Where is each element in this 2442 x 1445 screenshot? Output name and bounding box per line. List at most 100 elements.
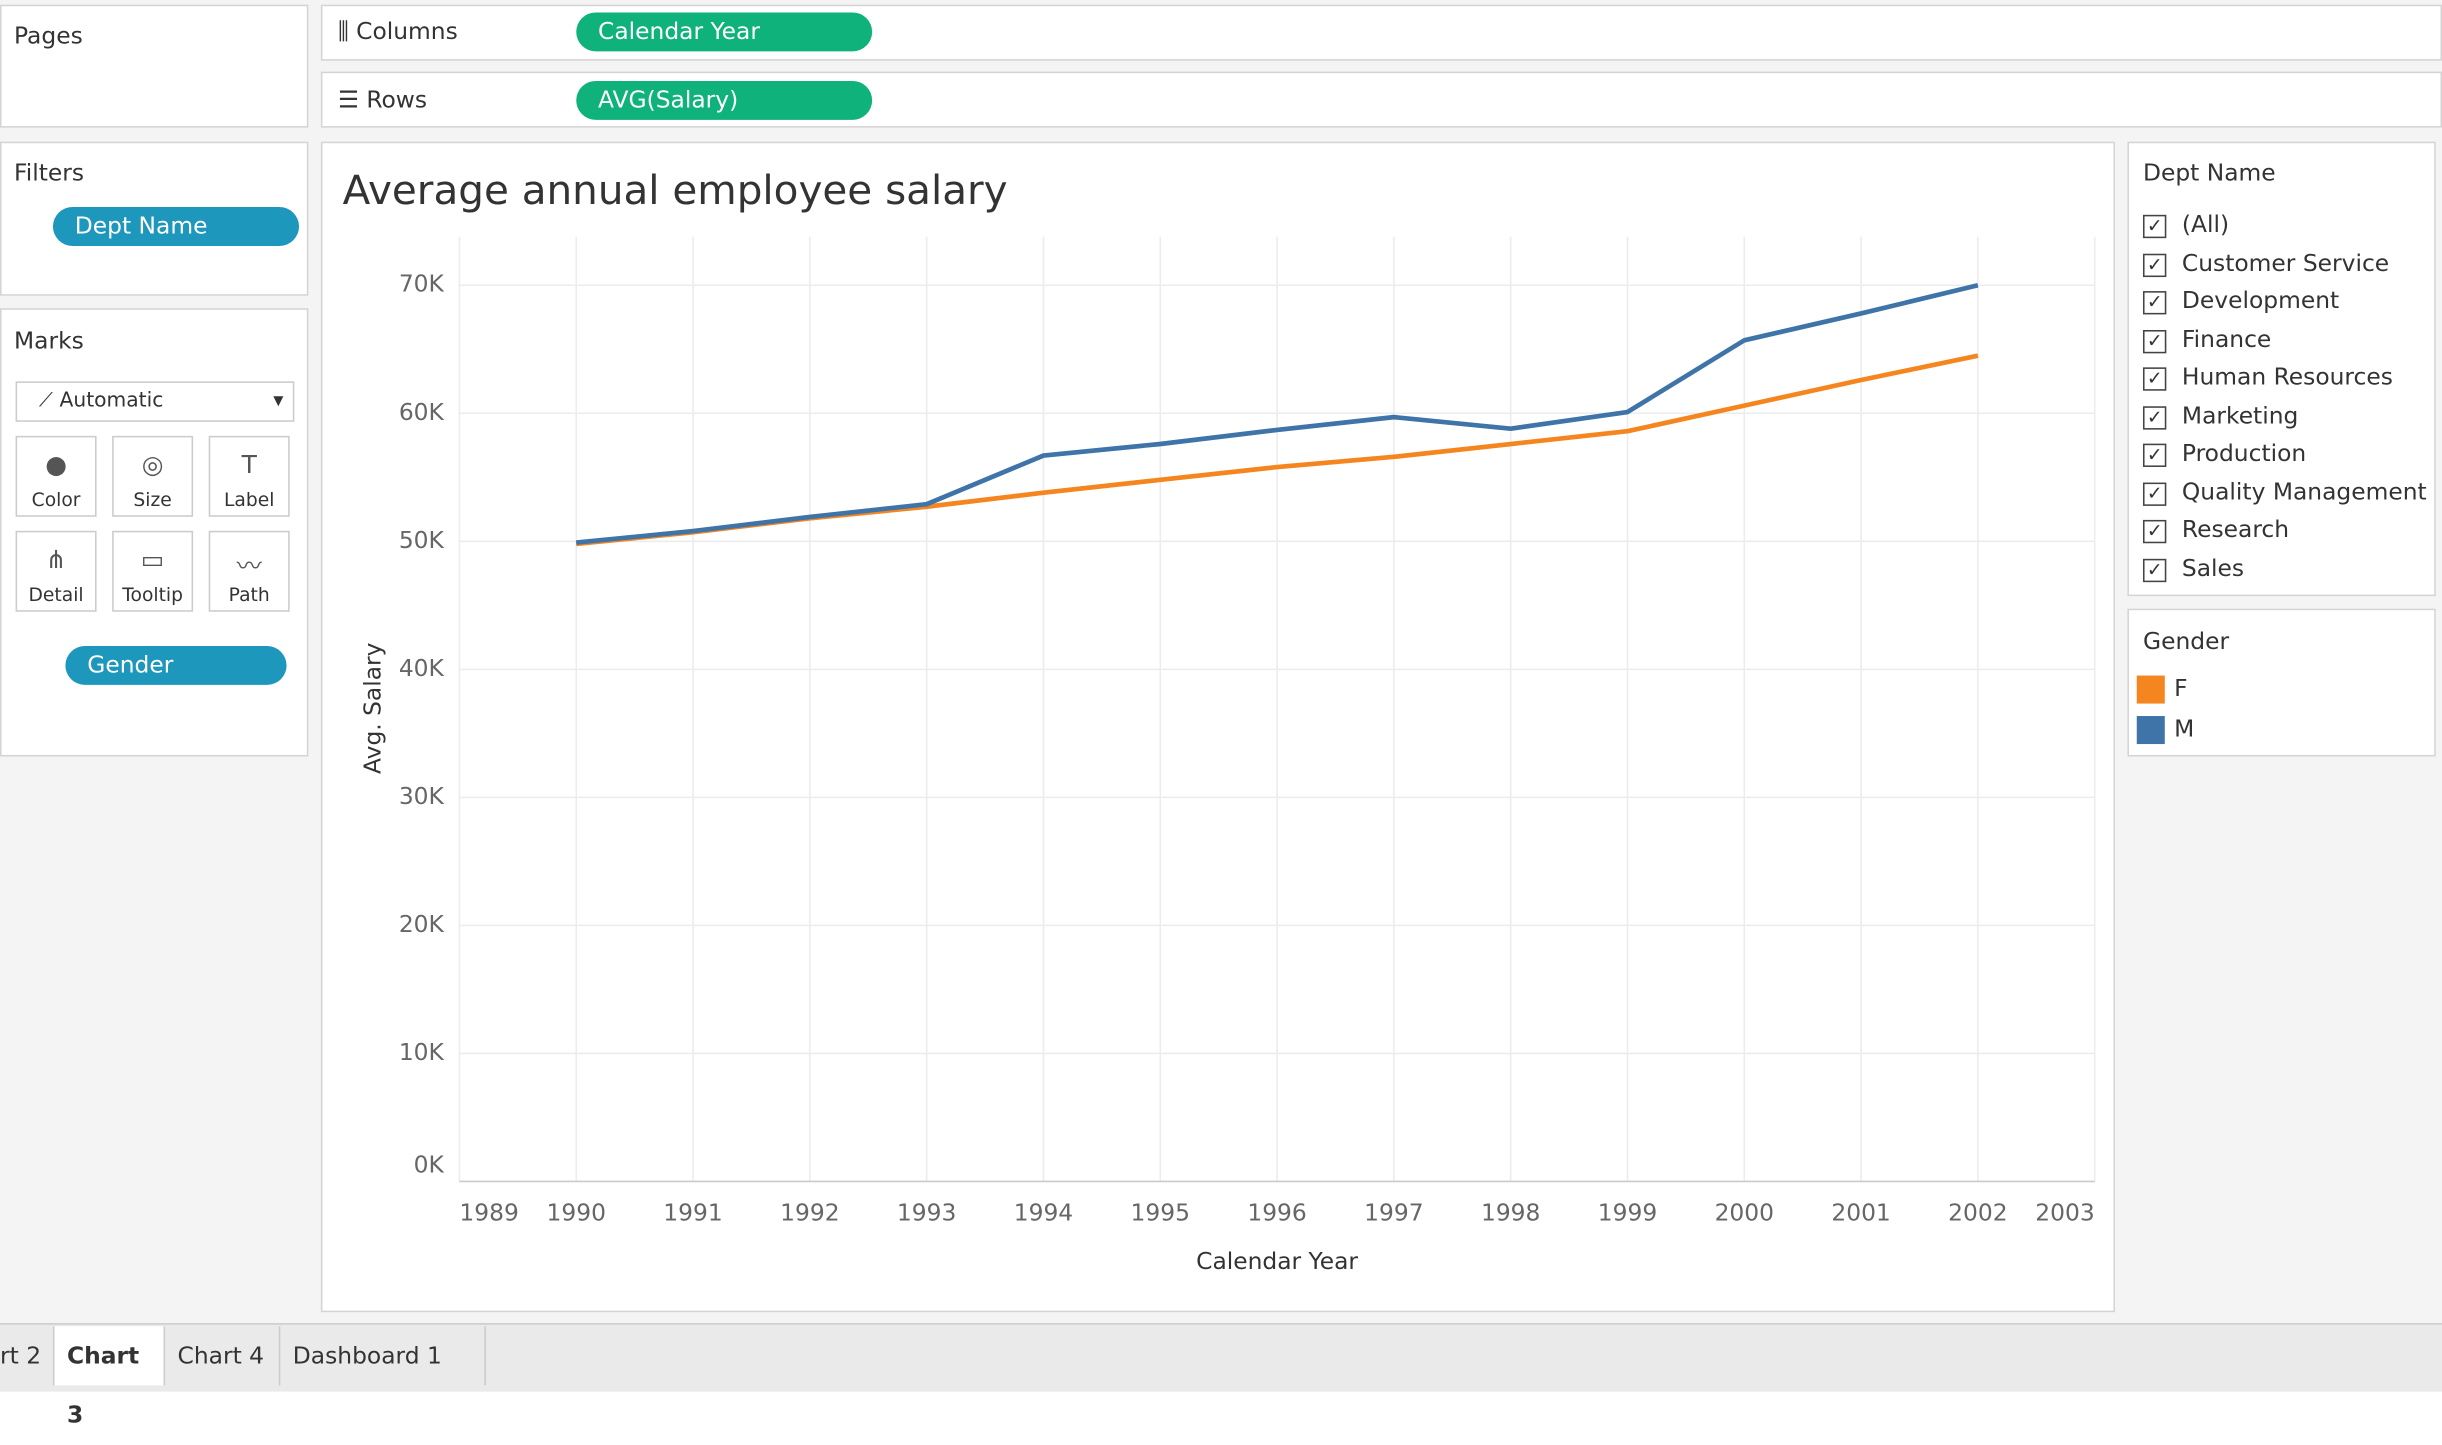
dept-item: Development bbox=[2181, 286, 2340, 315]
checkbox[interactable]: ✓ bbox=[2142, 405, 2167, 429]
legend-swatch bbox=[2136, 675, 2165, 704]
legend-label: F bbox=[2174, 674, 2188, 703]
x-tick-label: 2002 bbox=[1948, 1199, 2007, 1227]
legend-label: M bbox=[2174, 714, 2195, 743]
x-tick-label: 2001 bbox=[1831, 1199, 1890, 1227]
y-tick-label: 10K bbox=[399, 1038, 445, 1066]
tab-bar bbox=[0, 1323, 2442, 1392]
columns-shelf: ⫼ Columns Calendar Year bbox=[320, 4, 2442, 61]
columns-text: Columns bbox=[356, 17, 458, 46]
checkbox[interactable]: ✓ bbox=[2142, 558, 2167, 582]
checkbox[interactable]: ✓ bbox=[2142, 481, 2167, 506]
mark-button[interactable]: ⋔ Detail bbox=[15, 530, 97, 612]
filters-title: Filters bbox=[14, 158, 85, 187]
dept-filter-title: Dept Name bbox=[2142, 158, 2276, 187]
mark-type-dropdown[interactable]: ⟋ Automatic ▾ bbox=[15, 381, 295, 422]
dept-item: Research bbox=[2181, 515, 2290, 544]
checkbox[interactable]: ✓ bbox=[2142, 291, 2167, 315]
rows-label: ☰ Rows bbox=[337, 85, 428, 114]
x-tick-label: 1989 bbox=[459, 1199, 518, 1227]
columns-label: ⫼ Columns bbox=[337, 17, 458, 46]
mark-icon: ⋔ bbox=[45, 544, 67, 575]
x-tick-label: 1990 bbox=[547, 1199, 606, 1227]
sheet-tab[interactable]: rt 2 bbox=[0, 1326, 55, 1386]
x-tick-label: 1993 bbox=[897, 1199, 956, 1227]
pages-shelf: Pages bbox=[0, 4, 309, 128]
dept-item: Customer Service bbox=[2181, 248, 2390, 277]
dept-item: Quality Management bbox=[2181, 477, 2427, 506]
mark-button-label: Label bbox=[223, 488, 275, 511]
x-tick-label: 1999 bbox=[1598, 1199, 1657, 1227]
mark-button[interactable]: ▭ Tooltip bbox=[112, 530, 194, 612]
mark-button[interactable]: 〰 Path bbox=[208, 530, 290, 612]
legend-swatch bbox=[2136, 716, 2165, 745]
dept-filter-card: Dept Name ✓ (All) ✓ Customer Service ✓ Develo… bbox=[2127, 141, 2436, 597]
mark-button-label: Tooltip bbox=[122, 583, 183, 606]
mark-button[interactable]: ◎ Size bbox=[112, 435, 194, 517]
x-tick-label: 1997 bbox=[1364, 1199, 1423, 1227]
x-tick-label: 1996 bbox=[1247, 1199, 1306, 1227]
y-tick-label: 20K bbox=[399, 910, 445, 938]
y-tick-label: 70K bbox=[399, 270, 445, 298]
checkbox[interactable]: ✓ bbox=[2142, 367, 2167, 391]
series-line bbox=[576, 282, 1979, 545]
rows-text: Rows bbox=[366, 85, 428, 114]
mark-button[interactable]: T Label bbox=[208, 435, 290, 517]
x-tick-label: 2003 bbox=[2035, 1199, 2094, 1227]
y-tick-label: 60K bbox=[399, 398, 445, 426]
dept-item: Sales bbox=[2181, 553, 2245, 582]
x-tick-label: 1991 bbox=[663, 1199, 722, 1227]
pages-label: Pages bbox=[14, 21, 83, 50]
marks-card: Marks ⟋ Automatic ▾ ● Color ◎ Size T Label ⋔ Det… bbox=[0, 308, 309, 757]
checkbox[interactable]: ✓ bbox=[2142, 519, 2167, 544]
y-tick-label: 40K bbox=[399, 654, 445, 682]
filters-card: Filters Dept Name bbox=[0, 141, 309, 296]
chart: Average annual employee salary Calendar … bbox=[343, 166, 2096, 1275]
mark-icon: ▭ bbox=[140, 544, 165, 575]
mark-icon: ◎ bbox=[141, 449, 164, 480]
dept-item: Marketing bbox=[2181, 400, 2299, 429]
filter-pill[interactable]: Dept Name bbox=[52, 207, 300, 246]
dropdown-arrow: ▾ bbox=[273, 389, 284, 413]
x-tick-label: 1998 bbox=[1481, 1199, 1540, 1227]
x-axis-label: Calendar Year bbox=[1196, 1247, 1358, 1275]
y-tick-label: 0K bbox=[414, 1150, 445, 1178]
x-tick-label: 1992 bbox=[780, 1199, 839, 1227]
chart-card bbox=[320, 141, 2115, 1313]
mark-icon: 〰 bbox=[236, 551, 262, 581]
rows-shelf: ☰ Rows AVG(Salary) bbox=[320, 71, 2442, 128]
mark-icon: T bbox=[241, 449, 257, 480]
checkbox[interactable]: ✓ bbox=[2142, 252, 2167, 277]
chart-title: Average annual employee salary bbox=[343, 166, 1008, 214]
sheet-tab[interactable]: Chart 4 bbox=[165, 1326, 281, 1386]
mark-type: Automatic bbox=[59, 389, 164, 413]
dept-item: Finance bbox=[2181, 324, 2272, 353]
x-tick-label: 1995 bbox=[1131, 1199, 1190, 1227]
dept-item: Production bbox=[2181, 438, 2307, 467]
rows-pill[interactable]: AVG(Salary) bbox=[576, 80, 873, 120]
mark-button-label: Detail bbox=[28, 583, 84, 606]
x-tick-label: 1994 bbox=[1014, 1199, 1073, 1227]
mark-button[interactable]: ● Color bbox=[15, 435, 97, 517]
checkbox[interactable]: ✓ bbox=[2142, 329, 2167, 353]
checkbox[interactable]: ✓ bbox=[2142, 214, 2167, 239]
color-pill[interactable]: Gender bbox=[65, 645, 287, 685]
legend-title: Gender bbox=[2142, 627, 2230, 656]
mark-button-label: Color bbox=[31, 488, 81, 511]
mark-icon: ● bbox=[45, 449, 67, 480]
x-tick-label: 2000 bbox=[1715, 1199, 1774, 1227]
y-axis-label: Avg. Salary bbox=[358, 642, 386, 774]
y-tick-label: 50K bbox=[399, 526, 445, 554]
mark-button-label: Size bbox=[133, 488, 172, 511]
checkbox[interactable]: ✓ bbox=[2142, 443, 2167, 467]
sheet-tab[interactable]: Dashboard 1 bbox=[280, 1326, 486, 1386]
columns-pill[interactable]: Calendar Year bbox=[576, 12, 873, 52]
marks-title: Marks bbox=[14, 326, 84, 355]
dept-item: (All) bbox=[2181, 210, 2230, 239]
mark-button-label: Path bbox=[228, 583, 270, 606]
dept-item: Human Resources bbox=[2181, 362, 2393, 391]
y-tick-label: 30K bbox=[399, 782, 445, 810]
